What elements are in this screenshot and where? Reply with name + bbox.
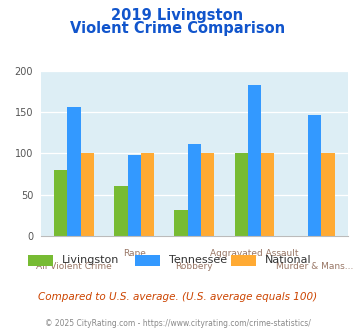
Text: © 2025 CityRating.com - https://www.cityrating.com/crime-statistics/: © 2025 CityRating.com - https://www.city… (45, 319, 310, 328)
Text: All Violent Crime: All Violent Crime (36, 262, 112, 271)
Text: Livingston: Livingston (62, 255, 120, 265)
Bar (114, 186, 127, 236)
Text: Aggravated Assault: Aggravated Assault (210, 249, 299, 258)
Text: Robbery: Robbery (176, 262, 213, 271)
Bar (67, 107, 81, 236)
Text: Murder & Mans...: Murder & Mans... (276, 262, 354, 271)
Bar (235, 153, 248, 236)
Bar (261, 153, 274, 236)
Bar (188, 145, 201, 236)
Text: 2019 Livingston: 2019 Livingston (111, 8, 244, 23)
Bar (321, 153, 335, 236)
Text: National: National (264, 255, 311, 265)
Bar (54, 170, 67, 236)
Text: Violent Crime Comparison: Violent Crime Comparison (70, 21, 285, 36)
Text: Rape: Rape (123, 249, 146, 258)
Bar (127, 155, 141, 236)
Bar (201, 153, 214, 236)
Text: Tennessee: Tennessee (169, 255, 227, 265)
Text: Compared to U.S. average. (U.S. average equals 100): Compared to U.S. average. (U.S. average … (38, 292, 317, 302)
Bar (308, 115, 321, 236)
Bar (248, 85, 261, 236)
Bar (81, 153, 94, 236)
Bar (141, 153, 154, 236)
Bar (175, 211, 188, 236)
